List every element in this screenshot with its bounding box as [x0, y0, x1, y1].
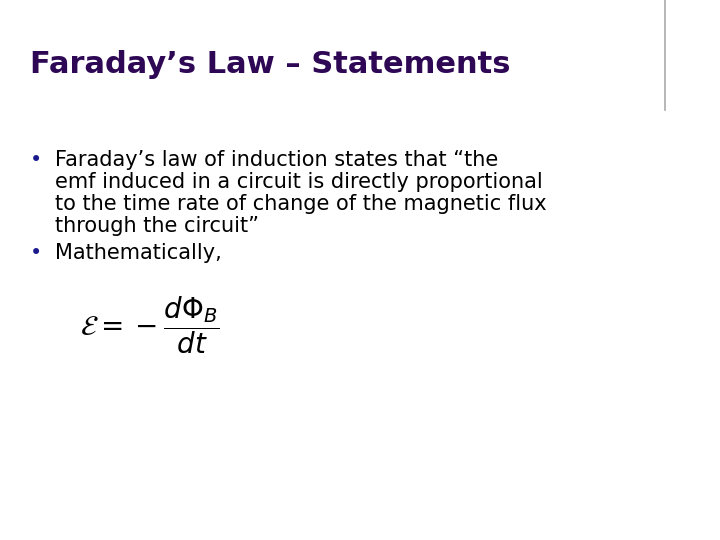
Text: •: • [30, 150, 42, 170]
Text: $\mathcal{E} = -\dfrac{d\Phi_B}{dt}$: $\mathcal{E} = -\dfrac{d\Phi_B}{dt}$ [80, 295, 220, 356]
Text: emf induced in a circuit is directly proportional: emf induced in a circuit is directly pro… [55, 172, 543, 192]
Text: Mathematically,: Mathematically, [55, 243, 222, 263]
Text: •: • [30, 243, 42, 263]
Text: Faraday’s law of induction states that “the: Faraday’s law of induction states that “… [55, 150, 498, 170]
Text: through the circuit”: through the circuit” [55, 216, 259, 236]
Text: to the time rate of change of the magnetic flux: to the time rate of change of the magnet… [55, 194, 546, 214]
Text: Faraday’s Law – Statements: Faraday’s Law – Statements [30, 50, 510, 79]
